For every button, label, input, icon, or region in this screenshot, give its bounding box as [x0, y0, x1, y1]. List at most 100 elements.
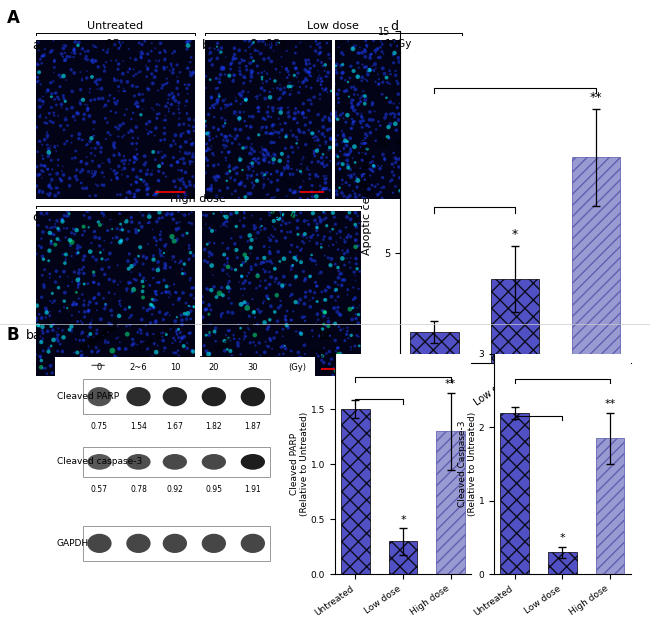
Point: [431, 89, 441, 99]
Point: [134, 185, 144, 195]
Point: [49, 108, 59, 118]
Point: [325, 156, 335, 166]
Point: [420, 143, 430, 153]
Point: [175, 293, 185, 303]
Point: [325, 331, 335, 341]
Point: [349, 142, 359, 152]
Point: [142, 169, 152, 179]
Point: [94, 289, 104, 299]
Point: [346, 172, 356, 182]
Point: [260, 224, 270, 233]
Point: [435, 114, 445, 124]
Point: [75, 242, 86, 252]
Point: [75, 316, 86, 326]
Point: [362, 76, 372, 86]
Point: [232, 163, 242, 173]
Point: [333, 152, 343, 161]
Point: [81, 66, 92, 76]
Point: [80, 100, 90, 110]
Point: [168, 214, 179, 224]
Point: [370, 46, 380, 56]
Point: [275, 207, 285, 217]
Point: [423, 81, 434, 91]
Point: [405, 82, 415, 92]
Point: [44, 347, 54, 356]
Point: [36, 336, 46, 346]
Point: [32, 72, 43, 82]
Point: [292, 223, 303, 233]
Text: b: b: [202, 39, 209, 52]
Point: [314, 48, 324, 58]
Point: [342, 155, 352, 165]
Point: [79, 307, 90, 317]
Point: [400, 119, 411, 129]
Point: [90, 167, 101, 177]
Point: [88, 267, 98, 277]
Point: [69, 45, 79, 55]
Point: [113, 59, 124, 69]
Point: [40, 44, 50, 54]
Point: [69, 68, 79, 78]
Point: [168, 360, 178, 369]
Point: [88, 131, 98, 141]
Point: [41, 304, 51, 314]
Point: [133, 102, 143, 112]
Point: [408, 151, 419, 161]
Point: [142, 63, 153, 73]
Point: [385, 109, 396, 119]
Point: [285, 185, 296, 195]
Point: [219, 250, 229, 260]
Point: [280, 88, 290, 97]
Point: [413, 67, 423, 77]
Point: [286, 265, 296, 274]
Point: [337, 275, 348, 285]
Point: [76, 329, 86, 339]
Point: [161, 263, 172, 273]
Point: [68, 224, 79, 234]
Point: [450, 115, 460, 125]
Point: [218, 63, 229, 73]
Point: [209, 43, 220, 53]
Point: [106, 164, 116, 174]
Point: [244, 42, 255, 52]
Point: [343, 333, 354, 343]
Point: [252, 61, 263, 71]
Point: [188, 251, 199, 261]
Point: [88, 294, 99, 304]
Point: [304, 165, 315, 175]
Point: [436, 160, 447, 170]
Point: [48, 76, 58, 86]
Point: [75, 97, 85, 107]
Point: [219, 368, 229, 378]
Point: [280, 341, 290, 351]
Point: [365, 158, 376, 168]
Point: [107, 368, 118, 378]
Text: 0.95: 0.95: [205, 485, 222, 494]
Point: [299, 112, 309, 122]
Point: [206, 93, 216, 103]
Point: [122, 234, 133, 244]
Point: [276, 52, 287, 62]
Point: [281, 132, 291, 142]
Point: [159, 45, 170, 55]
Point: [365, 53, 375, 63]
Point: [320, 132, 330, 142]
Bar: [571, 157, 620, 363]
Point: [66, 228, 77, 238]
Point: [139, 355, 150, 365]
Point: [38, 334, 48, 344]
Point: [220, 94, 231, 104]
Point: [369, 106, 380, 116]
Point: [73, 109, 83, 119]
Point: [390, 109, 400, 119]
Point: [347, 314, 358, 324]
Point: [56, 369, 66, 379]
Point: [290, 108, 300, 118]
Point: [236, 299, 246, 309]
Point: [127, 287, 137, 297]
Point: [46, 238, 57, 248]
Point: [91, 298, 101, 308]
Point: [358, 170, 368, 180]
Point: [171, 224, 181, 233]
Point: [227, 189, 237, 199]
